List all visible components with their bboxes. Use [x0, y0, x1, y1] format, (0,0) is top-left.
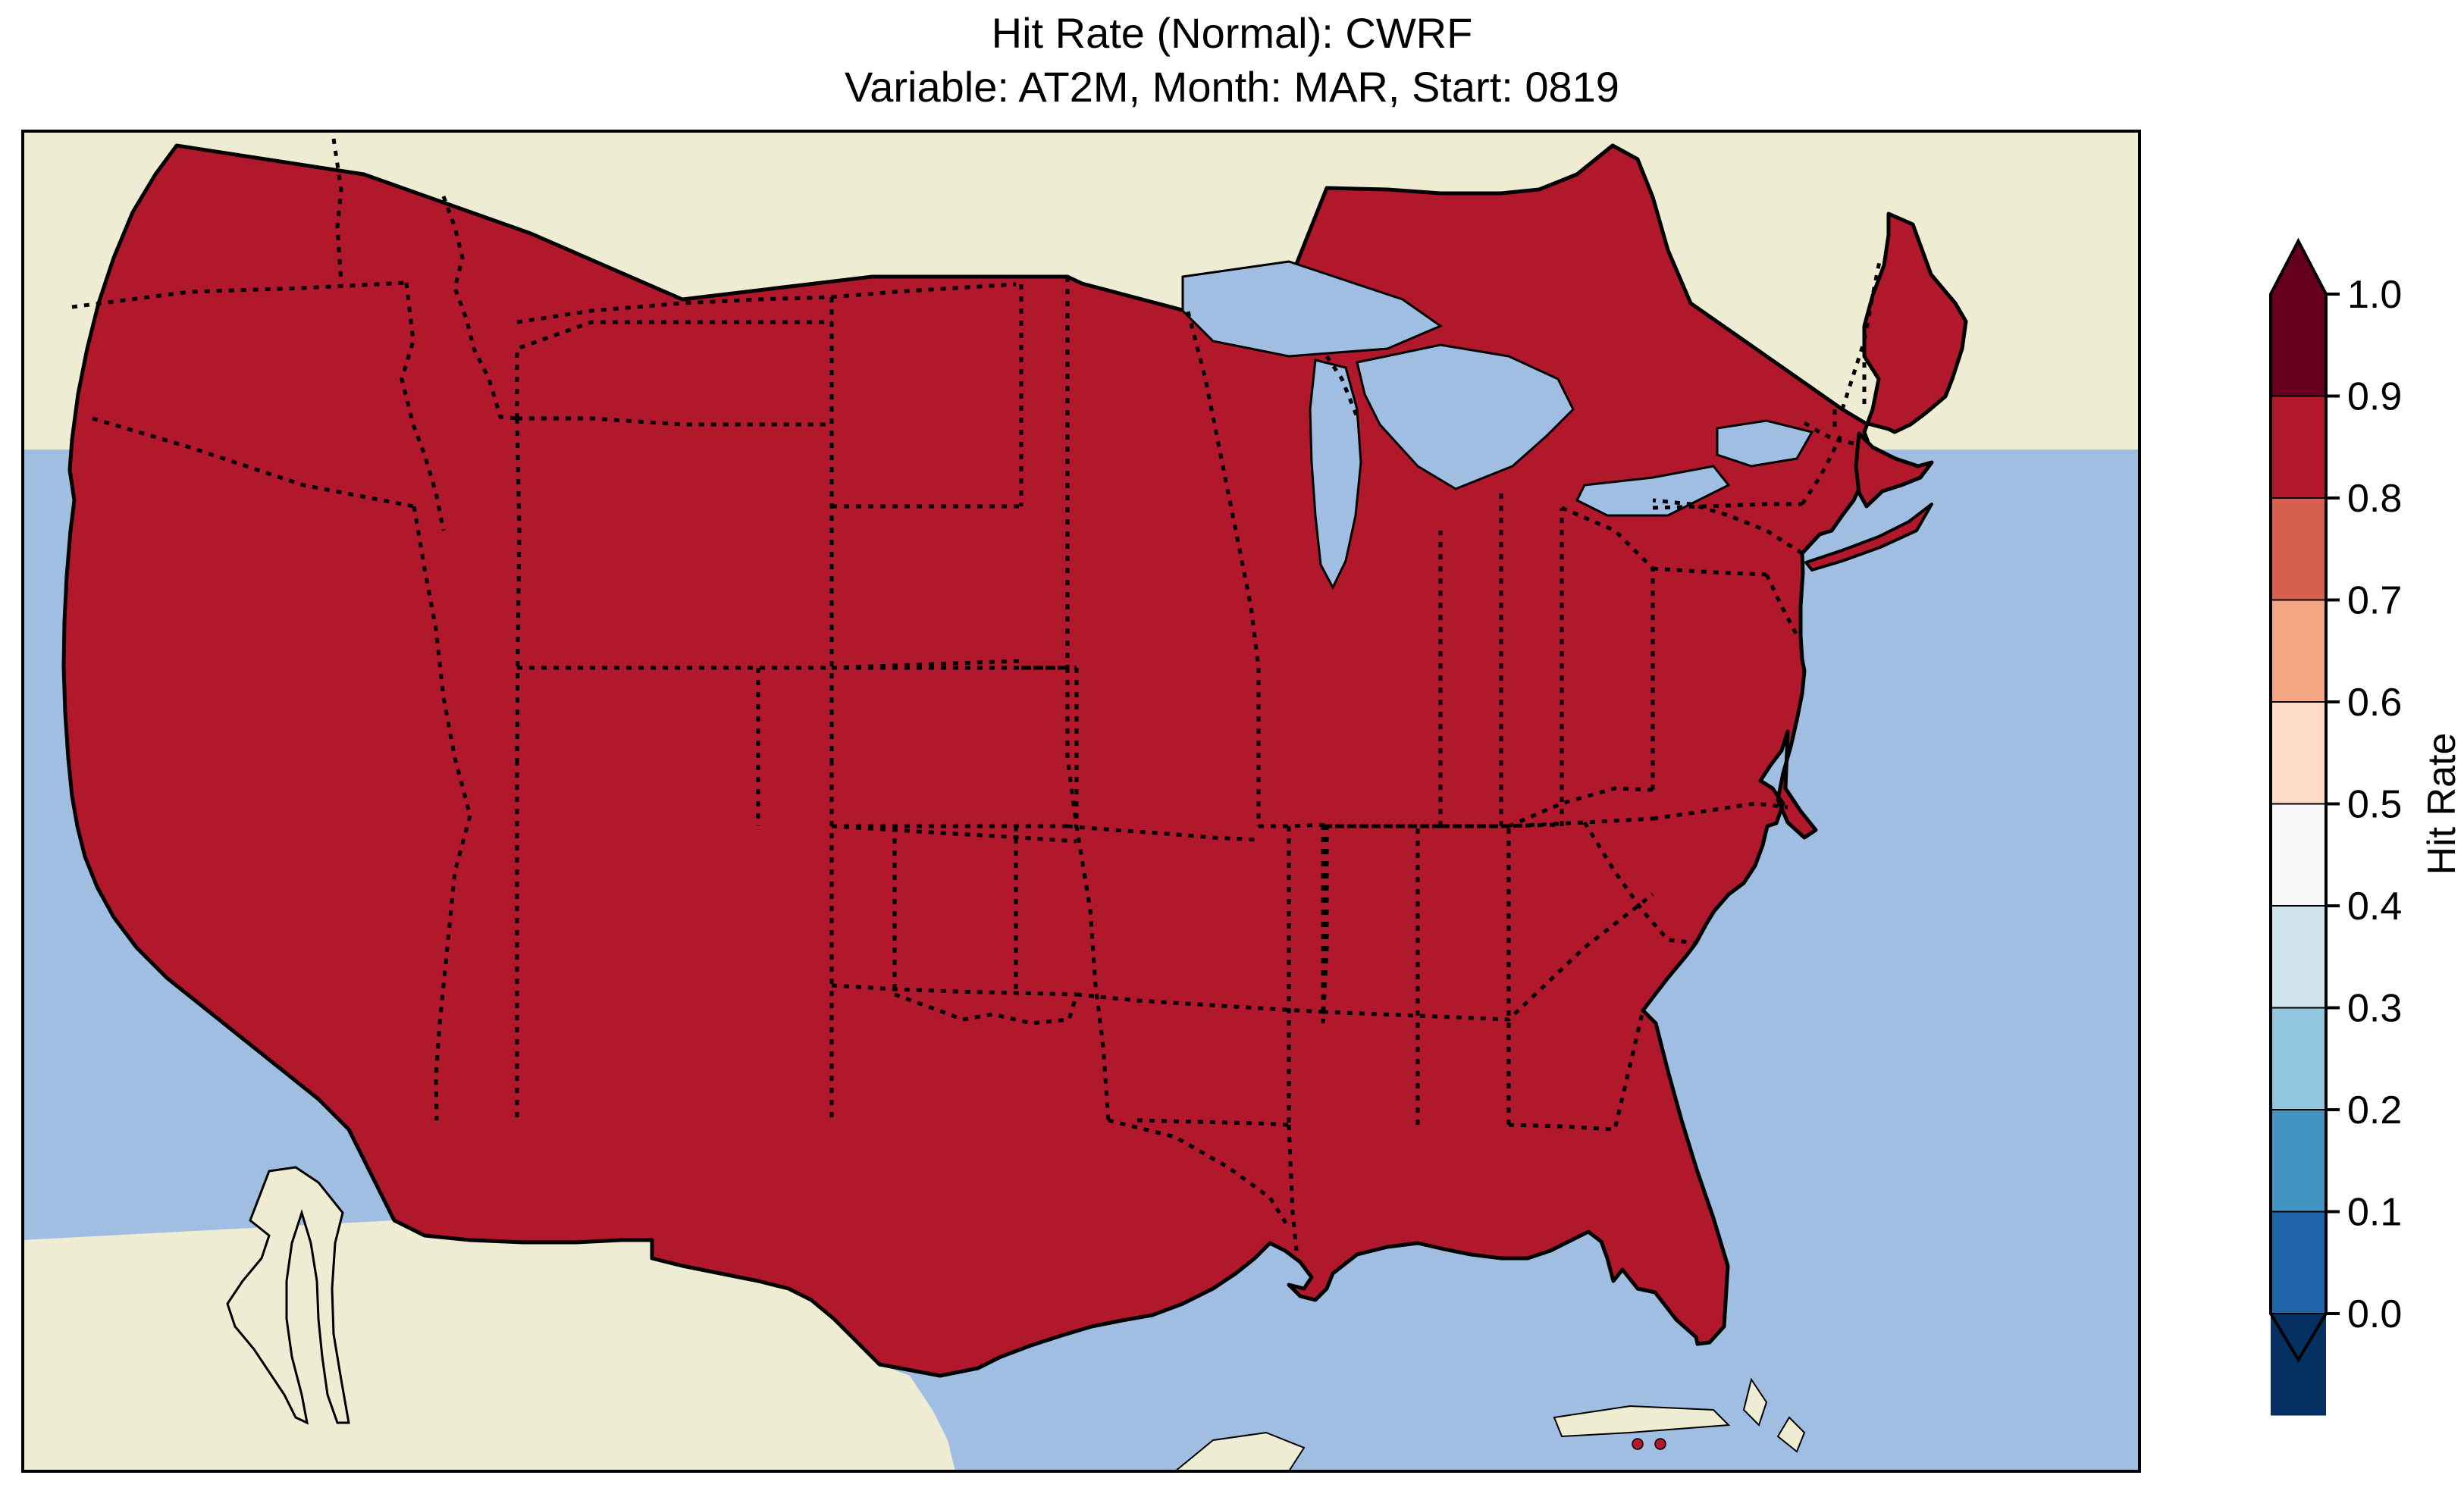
- svg-text:0.5: 0.5: [2347, 783, 2402, 827]
- svg-text:0.9: 0.9: [2347, 375, 2402, 419]
- svg-text:0.1: 0.1: [2347, 1191, 2402, 1235]
- svg-text:Hit Rate: Hit Rate: [2420, 733, 2464, 875]
- svg-text:1.0: 1.0: [2347, 273, 2402, 317]
- svg-text:0.7: 0.7: [2347, 579, 2402, 623]
- svg-text:0.8: 0.8: [2347, 477, 2402, 521]
- svg-text:0.0: 0.0: [2347, 1292, 2402, 1336]
- svg-text:0.2: 0.2: [2347, 1088, 2402, 1132]
- svg-text:0.6: 0.6: [2347, 681, 2402, 725]
- svg-text:0.4: 0.4: [2347, 885, 2402, 929]
- svg-text:0.3: 0.3: [2347, 987, 2402, 1031]
